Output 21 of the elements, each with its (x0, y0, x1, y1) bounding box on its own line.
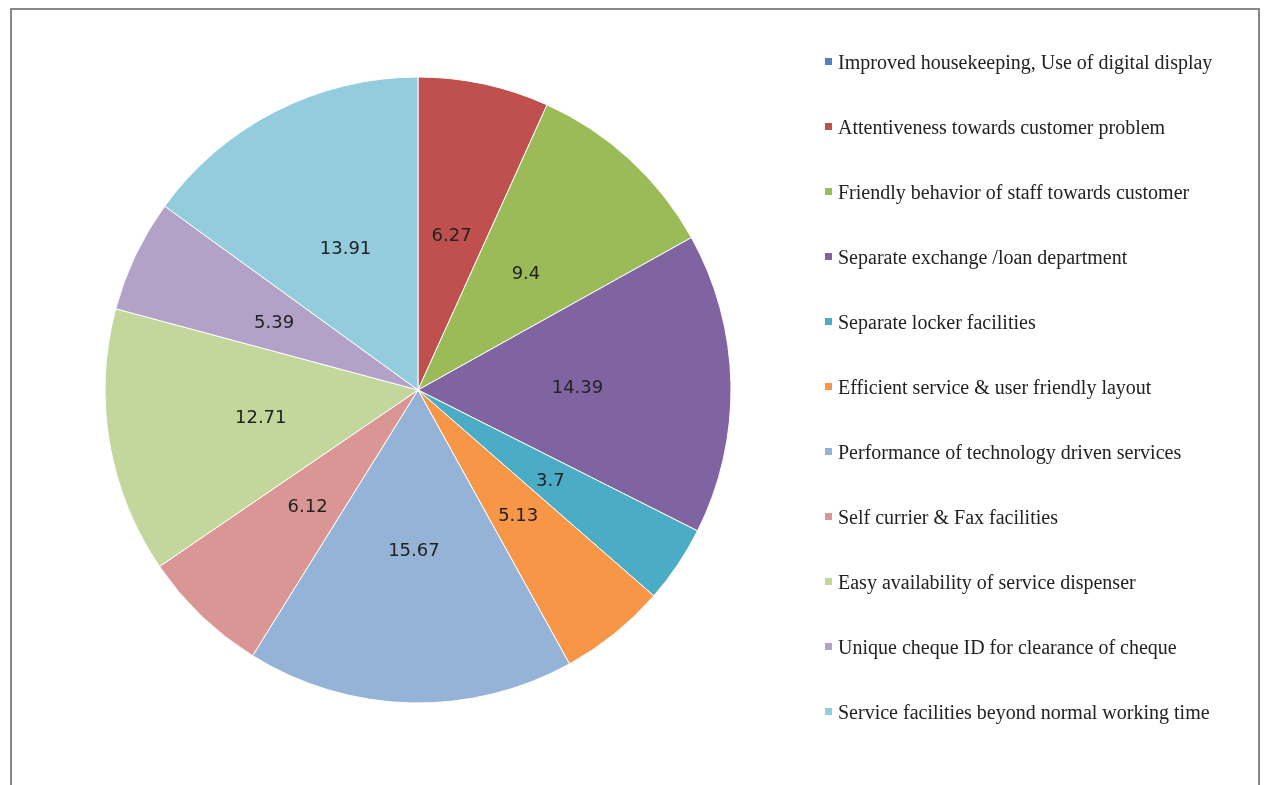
data-label: 5.39 (254, 310, 295, 332)
legend-label: Improved housekeeping, Use of digital display (838, 50, 1213, 74)
legend-label: Unique cheque ID for clearance of cheque (838, 635, 1177, 659)
data-label: 6.12 (287, 494, 328, 516)
legend-label: Easy availability of service dispenser (838, 570, 1137, 594)
legend-label: Self currier & Fax facilities (838, 505, 1059, 528)
data-label: 12.71 (234, 406, 287, 428)
legend-label: Separate exchange /loan department (838, 245, 1128, 269)
legend-label: Efficient service & user friendly layout (838, 375, 1152, 399)
data-label: 6.27 (431, 223, 472, 245)
legend-label: Friendly behavior of staff towards customer (838, 180, 1190, 204)
data-label: 3.7 (536, 468, 565, 490)
data-label: 15.67 (388, 538, 440, 560)
data-label: 13.91 (319, 237, 372, 259)
legend-label: Separate locker facilities (838, 310, 1036, 334)
data-label: 14.39 (551, 376, 604, 398)
legend-label: Performance of technology driven services (838, 440, 1182, 464)
legend-label: Service facilities beyond normal working time (838, 700, 1210, 724)
data-label: 9.4 (511, 262, 541, 284)
legend-label: Attentiveness towards customer problem (838, 115, 1166, 139)
data-label: 5.13 (498, 503, 539, 525)
